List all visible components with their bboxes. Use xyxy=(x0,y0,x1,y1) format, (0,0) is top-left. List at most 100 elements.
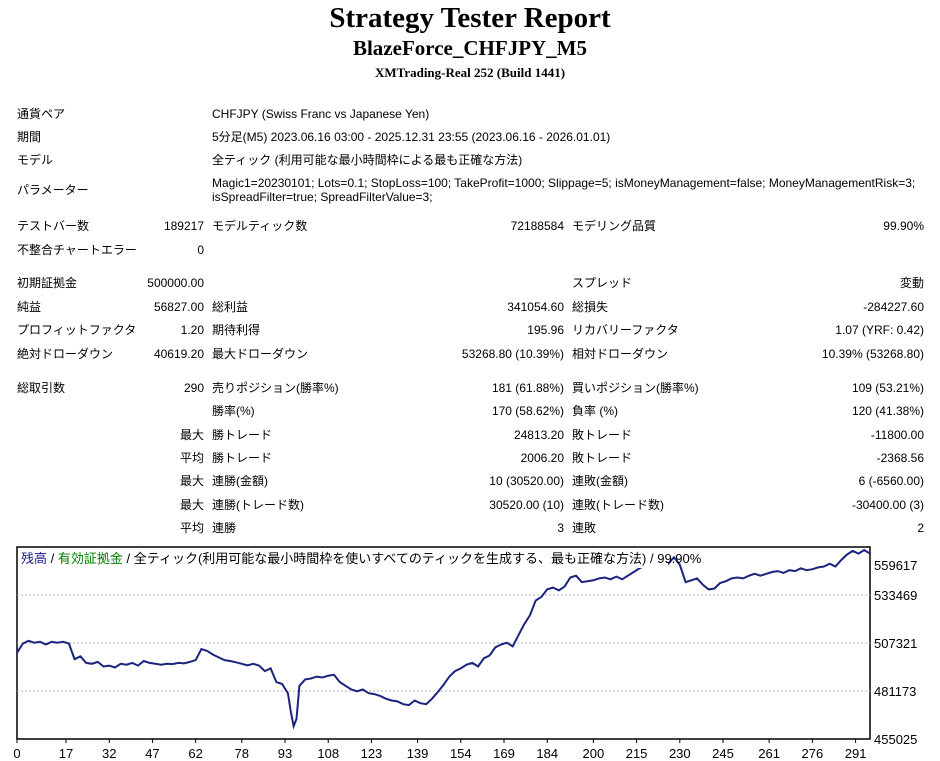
avg-win-value: 2006.20 xyxy=(520,451,564,465)
expected-payoff-label: 期待利得 xyxy=(212,323,261,337)
consec-loss-amount-label: 連敗(金額) xyxy=(572,474,628,488)
y-tick-label: 455025 xyxy=(874,732,917,747)
max-prefix-2: 最大 xyxy=(179,474,204,488)
long-positions-value: 109 (53.21%) xyxy=(851,381,924,395)
rel-drawdown-label: 相対ドローダウン xyxy=(572,347,669,361)
max-prefix-3: 最大 xyxy=(179,498,204,512)
ticks-value: 72188584 xyxy=(510,219,564,233)
avg-prefix-2: 平均 xyxy=(179,521,204,535)
server-build: XMTrading-Real 252 (Build 1441) xyxy=(374,65,566,80)
model-label: モデル xyxy=(17,153,54,167)
x-tick-label: 47 xyxy=(145,746,159,761)
legend-balance: 残高 xyxy=(21,551,47,566)
consec-win-trades-label: 連勝(トレード数) xyxy=(212,498,304,512)
short-positions-label: 売りポジション(勝率%) xyxy=(212,381,339,395)
x-tick-label: 169 xyxy=(493,746,515,761)
loss-rate-label: 負率 (%) xyxy=(572,404,618,418)
consec-win-amount-label: 連勝(金額) xyxy=(212,474,268,488)
consec-loss-trades-value: -30400.00 (3) xyxy=(851,498,924,512)
total-trades-value: 290 xyxy=(183,381,204,395)
avg-consec-win-value: 3 xyxy=(557,521,564,535)
x-tick-label: 17 xyxy=(59,746,73,761)
max-loss-label: 敗トレード xyxy=(572,428,633,442)
legend-background xyxy=(18,548,668,568)
symbol-label: 通貨ペア xyxy=(17,107,66,121)
loss-rate-value: 120 (41.38%) xyxy=(851,404,924,418)
errors-label: 不整合チャートエラー xyxy=(17,243,137,257)
x-tick-label: 291 xyxy=(845,746,867,761)
max-win-value: 24813.20 xyxy=(513,428,564,442)
bars-label: テストバー数 xyxy=(17,219,90,233)
y-tick-label: 533469 xyxy=(874,588,917,603)
x-tick-label: 230 xyxy=(669,746,691,761)
win-rate-label: 勝率(%) xyxy=(212,404,255,418)
consec-loss-amount-value: 6 (-6560.00) xyxy=(858,474,924,488)
max-prefix-1: 最大 xyxy=(179,428,204,442)
quality-value: 99.90% xyxy=(883,219,924,233)
total-trades-label: 総取引数 xyxy=(17,381,66,395)
parameters-value-line1: Magic1=20230101; Lots=0.1; StopLoss=100;… xyxy=(212,176,916,190)
symbol-value: CHFJPY (Swiss Franc vs Japanese Yen) xyxy=(212,107,430,121)
net-profit-value: 56827.00 xyxy=(153,300,204,314)
parameters-label: パラメーター xyxy=(17,183,89,197)
x-tick-label: 123 xyxy=(361,746,383,761)
legend-separator-1: / xyxy=(47,551,58,566)
x-tick-label: 245 xyxy=(712,746,734,761)
x-tick-label: 139 xyxy=(407,746,429,761)
gross-profit-value: 341054.60 xyxy=(507,300,564,314)
max-win-label: 勝トレード xyxy=(212,428,273,442)
y-tick-label: 559617 xyxy=(874,558,917,573)
rel-drawdown-value: 10.39% (53268.80) xyxy=(821,347,924,361)
svg-text:残高 / 有効証拠金 / 全ティック(利用可能な最小時間枠を: 残高 / 有効証拠金 / 全ティック(利用可能な最小時間枠を使いすべてのティック… xyxy=(21,551,702,566)
period-label: 期間 xyxy=(17,130,42,144)
short-positions-value: 181 (61.88%) xyxy=(491,381,564,395)
profit-factor-value: 1.20 xyxy=(180,323,204,337)
x-tick-label: 62 xyxy=(188,746,202,761)
y-tick-label: 507321 xyxy=(874,636,917,651)
max-loss-value: -11800.00 xyxy=(870,428,924,442)
balance-chart-svg: 残高 / 有効証拠金 / 全ティック(利用可能な最小時間枠を使いすべてのティック… xyxy=(13,546,917,761)
avg-consec-win-label: 連勝 xyxy=(212,521,237,535)
model-value: 全ティック (利用可能な最小時間枠による最も正確な方法) xyxy=(212,153,523,167)
spread-label: スプレッド xyxy=(572,276,633,290)
expected-payoff-value: 195.96 xyxy=(527,323,564,337)
x-tick-label: 276 xyxy=(802,746,824,761)
legend-model-description: 全ティック(利用可能な最小時間枠を使いすべてのティックを生成する、最も正確な方法… xyxy=(134,551,647,566)
avg-prefix-1: 平均 xyxy=(179,451,204,465)
report-title: Strategy Tester Report xyxy=(329,2,611,34)
ticks-label: モデルティック数 xyxy=(212,219,308,233)
x-tick-label: 200 xyxy=(582,746,604,761)
x-tick-label: 261 xyxy=(758,746,780,761)
parameters-value-line2: isSpreadFilter=true; SpreadFilterValue=3… xyxy=(212,190,433,204)
legend-separator-3: / xyxy=(646,551,657,566)
expert-name: BlazeForce_CHFJPY_M5 xyxy=(352,36,588,60)
legend-equity: 有効証拠金 xyxy=(58,551,123,566)
quality-label: モデリング品質 xyxy=(572,219,657,233)
x-tick-label: 32 xyxy=(102,746,116,761)
balance-chart: 残高 / 有効証拠金 / 全ティック(利用可能な最小時間枠を使いすべてのティック… xyxy=(0,540,940,761)
plot-frame xyxy=(16,546,871,740)
x-tick-label: 154 xyxy=(450,746,472,761)
legend-quality: 99.90% xyxy=(657,551,702,566)
y-tick-label: 481173 xyxy=(874,684,916,699)
x-tick-label: 108 xyxy=(317,746,339,761)
recovery-factor-label: リカバリーファクタ xyxy=(572,323,679,337)
net-profit-label: 純益 xyxy=(17,300,42,314)
win-rate-value: 170 (58.62%) xyxy=(491,404,564,418)
avg-win-label: 勝トレード xyxy=(212,451,273,465)
abs-drawdown-value: 40619.20 xyxy=(153,347,204,361)
avg-consec-loss-label: 連敗 xyxy=(572,521,597,535)
legend-separator-2: / xyxy=(123,551,134,566)
consec-win-amount-value: 10 (30520.00) xyxy=(489,474,564,488)
gross-loss-value: -284227.60 xyxy=(863,300,924,314)
errors-value: 0 xyxy=(197,243,204,257)
avg-consec-loss-value: 2 xyxy=(917,521,924,535)
bars-value: 189217 xyxy=(163,219,204,233)
x-tick-label: 78 xyxy=(235,746,249,761)
profit-factor-label: プロフィットファクタ xyxy=(17,323,137,337)
x-tick-label: 215 xyxy=(626,746,648,761)
deposit-value: 500000.00 xyxy=(147,276,204,290)
avg-loss-label: 敗トレード xyxy=(572,451,633,465)
long-positions-label: 買いポジション(勝率%) xyxy=(572,381,699,395)
consec-win-trades-value: 30520.00 (10) xyxy=(489,498,564,512)
